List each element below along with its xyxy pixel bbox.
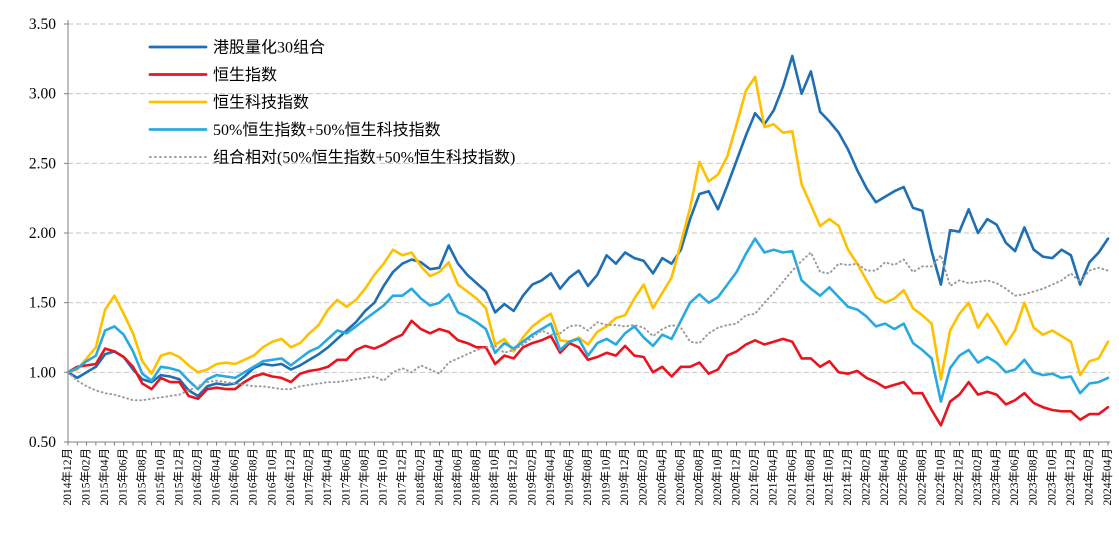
y-tick-label: 3.50 [29, 16, 56, 33]
x-tick-label: 2019年06月 [561, 448, 575, 506]
x-tick-label: 2017年06月 [339, 448, 353, 506]
x-tick-label: 2015年04月 [97, 448, 111, 506]
x-tick-label: 2018年06月 [450, 448, 464, 506]
x-tick-label: 2023年10月 [1044, 448, 1058, 506]
x-tick-label: 2020年08月 [691, 448, 705, 506]
x-tick-label: 2016年04月 [209, 448, 223, 506]
y-tick-label: 2.50 [29, 155, 56, 172]
x-tick-label: 2019年08月 [580, 448, 594, 506]
x-tick-label: 2020年10月 [710, 448, 724, 506]
x-tick-label: 2023年02月 [970, 448, 984, 506]
x-tick-label: 2020年04月 [654, 448, 668, 506]
x-tick-label: 2022年02月 [859, 448, 873, 506]
x-tick-label: 2018年08月 [469, 448, 483, 506]
x-tick-label: 2023年04月 [989, 448, 1003, 506]
x-axis: 2014年12月 2015年02月 2015年04月 2015年06月 2015年08月… [60, 441, 1114, 506]
x-tick-label: 2018年04月 [431, 448, 445, 506]
x-tick-label: 2018年02月 [413, 448, 427, 506]
x-tick-label: 2021年08月 [803, 448, 817, 506]
x-tick-label: 2021年04月 [766, 448, 780, 506]
x-tick-label: 2019年10月 [599, 448, 613, 506]
legend-item-1: 恒生指数 [148, 66, 277, 84]
series-line-1 [66, 319, 1110, 427]
x-tick-label: 2022年10月 [933, 448, 947, 506]
x-tick-label: 2021年12月 [840, 448, 854, 506]
x-tick-label: 2019年04月 [543, 448, 557, 506]
x-tick-label: 2020年02月 [636, 448, 650, 506]
y-axis: 0.50 1.00 1.50 2.00 2.50 3.00 3.50 [29, 16, 69, 451]
x-tick-label: 2023年12月 [1063, 448, 1077, 506]
x-tick-label: 2015年06月 [116, 448, 130, 506]
legend-item-3: 50%恒生指数+50%恒生科技指数 [148, 121, 441, 139]
x-tick-label: 2017年08月 [357, 448, 371, 506]
x-tick-label: 2024年04月 [1100, 448, 1114, 506]
y-tick-label: 3.00 [29, 86, 56, 103]
x-tick-label: 2015年08月 [134, 448, 148, 506]
legend-label: 组合相对(50%恒生指数+50%恒生科技指数) [213, 149, 515, 167]
x-tick-label: 2023年06月 [1007, 448, 1021, 506]
legend-label: 50%恒生指数+50%恒生科技指数 [213, 121, 441, 139]
y-tick-label: 1.50 [29, 295, 56, 312]
x-tick-label: 2019年02月 [524, 448, 538, 506]
x-tick-label: 2017年12月 [394, 448, 408, 506]
legend-label: 港股量化30组合 [213, 39, 325, 57]
x-tick-label: 2020年12月 [729, 448, 743, 506]
x-tick-label: 2024年02月 [1081, 448, 1095, 506]
series-line-4 [67, 251, 1109, 402]
x-tick-label: 2017年10月 [376, 448, 390, 506]
x-tick-label: 2016年12月 [283, 448, 297, 506]
series-line-3 [66, 237, 1110, 403]
series [66, 54, 1110, 427]
legend-item-0: 港股量化30组合 [148, 39, 325, 57]
legend-item-2: 恒生科技指数 [148, 94, 309, 112]
x-tick-label: 2015年12月 [171, 448, 185, 506]
x-tick-label: 2015年10月 [153, 448, 167, 506]
x-tick-label: 2017年02月 [301, 448, 315, 506]
x-tick-label: 2014年12月 [60, 448, 74, 506]
y-tick-label: 2.00 [29, 225, 56, 242]
y-tick-label: 0.50 [29, 434, 56, 451]
x-tick-label: 2021年06月 [784, 448, 798, 506]
x-tick-label: 2019年12月 [617, 448, 631, 506]
legend-label: 恒生科技指数 [213, 94, 309, 112]
x-tick-label: 2018年10月 [487, 448, 501, 506]
x-tick-label: 2018年12月 [506, 448, 520, 506]
legend-item-4: 组合相对(50%恒生指数+50%恒生科技指数) [149, 149, 515, 167]
y-tick-label: 1.00 [29, 364, 56, 381]
legend-label: 恒生指数 [213, 66, 277, 84]
x-tick-label: 2022年04月 [877, 448, 891, 506]
gridlines [68, 23, 1110, 373]
series-line-2 [66, 75, 1110, 381]
x-tick-label: 2022年12月 [951, 448, 965, 506]
x-tick-label: 2021年10月 [821, 448, 835, 506]
x-tick-label: 2022年08月 [914, 448, 928, 506]
x-tick-label: 2022年06月 [896, 448, 910, 506]
x-tick-label: 2016年08月 [246, 448, 260, 506]
x-tick-label: 2016年02月 [190, 448, 204, 506]
x-tick-label: 2016年10月 [264, 448, 278, 506]
x-tick-label: 2016年06月 [227, 448, 241, 506]
x-tick-label: 2023年08月 [1026, 448, 1040, 506]
x-tick-label: 2021年02月 [747, 448, 761, 506]
x-tick-label: 2020年06月 [673, 448, 687, 506]
x-tick-label: 2015年02月 [79, 448, 93, 506]
x-tick-label: 2017年04月 [320, 448, 334, 506]
